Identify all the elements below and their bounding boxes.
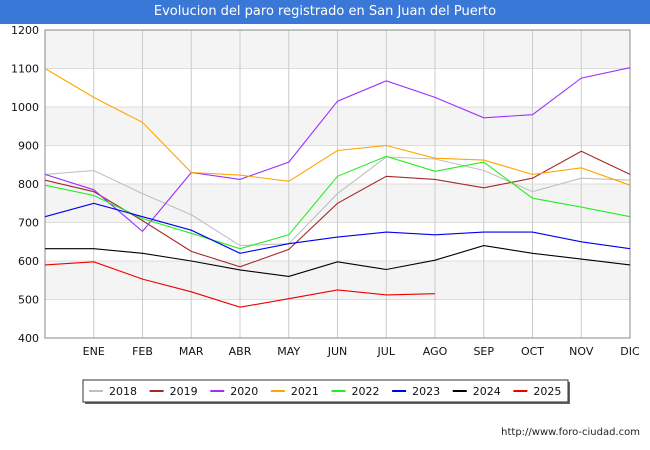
plot-frame: [44, 29, 631, 339]
series-line-2023: [44, 202, 631, 254]
y-tick-label: 1100: [11, 63, 39, 76]
y-tick-label: 700: [18, 217, 39, 230]
legend-label-2020: 2020: [230, 385, 258, 398]
x-tick-label: ENE: [83, 345, 105, 358]
x-tick-label: AGO: [423, 345, 448, 358]
source-credit: http://www.foro-ciudad.com: [501, 427, 640, 438]
x-tick-label: JUN: [327, 345, 348, 358]
legend-label-2024: 2024: [473, 385, 501, 398]
series-line-2021: [44, 68, 631, 186]
legend-label-2018: 2018: [109, 385, 137, 398]
x-tick-label: MAY: [277, 345, 300, 358]
y-tick-label: 1000: [11, 101, 39, 114]
series-line-2022: [44, 155, 631, 250]
x-tick-label: ABR: [229, 345, 252, 358]
x-tick-label: MAR: [179, 345, 204, 358]
x-tick-label: OCT: [521, 345, 544, 358]
y-tick-label: 400: [18, 332, 39, 345]
y-tick-label: 1200: [11, 24, 39, 37]
x-tick-label: NOV: [569, 345, 594, 358]
x-tick-label: DIC: [620, 345, 640, 358]
series-line-2019: [44, 150, 631, 268]
series-line-2018: [44, 156, 631, 247]
series-line-2025: [44, 261, 436, 308]
legend-label-2022: 2022: [352, 385, 380, 398]
x-tick-label: JUL: [377, 345, 396, 358]
x-tick-label: FEB: [132, 345, 153, 358]
x-tick-label: SEP: [473, 345, 494, 358]
legend-label-2025: 2025: [533, 385, 561, 398]
series-lines: [44, 67, 631, 308]
legend-label-2021: 2021: [291, 385, 319, 398]
series-line-2020: [44, 67, 631, 233]
y-tick-label: 600: [18, 255, 39, 268]
y-tick-label: 900: [18, 140, 39, 153]
legend-label-2023: 2023: [412, 385, 440, 398]
chart-title: Evolucion del paro registrado en San Jua…: [0, 0, 650, 24]
x-axis-ticks: ENE FEB MAR ABR MAY JUN JUL AGO SEP OCT NOV DIC: [83, 345, 640, 358]
y-tick-label: 500: [18, 294, 39, 307]
y-axis-ticks: 400 500 600 700 800 900 1000 1100 1200: [11, 24, 39, 345]
legend-label-2019: 2019: [170, 385, 198, 398]
y-tick-label: 800: [18, 178, 39, 191]
series-line-2024: [45, 245, 631, 277]
legend: 2018 2019 2020 2021 2022 2023 2024 2025: [82, 379, 570, 404]
legend-box: [82, 379, 569, 403]
